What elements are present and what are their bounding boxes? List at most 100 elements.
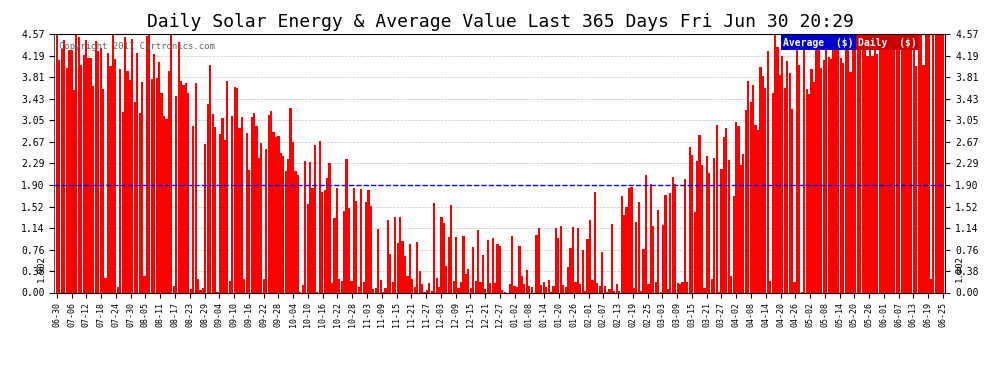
Bar bbox=[202, 288, 204, 292]
Bar bbox=[869, 34, 871, 292]
Bar bbox=[744, 110, 746, 292]
Bar bbox=[699, 135, 701, 292]
Bar bbox=[97, 51, 99, 292]
Bar bbox=[662, 225, 664, 292]
Bar bbox=[148, 34, 150, 292]
Bar bbox=[341, 281, 343, 292]
Bar bbox=[604, 286, 606, 292]
Bar bbox=[649, 184, 652, 292]
Bar bbox=[270, 111, 272, 292]
Bar bbox=[925, 34, 927, 292]
Bar bbox=[679, 284, 681, 292]
Bar bbox=[414, 287, 416, 292]
Bar bbox=[362, 282, 364, 292]
Bar bbox=[901, 34, 903, 292]
Bar bbox=[272, 132, 274, 292]
Bar bbox=[129, 80, 131, 292]
Bar bbox=[260, 143, 262, 292]
Bar bbox=[562, 285, 564, 292]
Bar bbox=[234, 87, 236, 292]
Bar bbox=[567, 267, 569, 292]
Bar bbox=[903, 34, 905, 292]
Bar bbox=[708, 172, 711, 292]
Bar bbox=[284, 171, 287, 292]
Bar bbox=[703, 288, 706, 292]
Bar bbox=[577, 228, 579, 292]
Bar bbox=[856, 34, 859, 292]
Bar bbox=[187, 93, 189, 292]
Bar bbox=[87, 58, 90, 292]
Bar bbox=[150, 79, 152, 292]
Bar bbox=[631, 187, 633, 292]
Bar bbox=[197, 279, 199, 292]
Bar bbox=[706, 156, 708, 292]
Bar bbox=[431, 291, 433, 292]
Bar bbox=[177, 42, 180, 292]
Bar bbox=[523, 284, 526, 292]
Bar bbox=[267, 114, 269, 292]
Bar bbox=[816, 34, 818, 292]
Bar bbox=[930, 279, 932, 292]
Bar bbox=[352, 188, 355, 292]
Bar bbox=[496, 244, 499, 292]
Bar bbox=[134, 102, 136, 292]
Bar bbox=[90, 58, 92, 292]
Bar bbox=[923, 65, 925, 292]
Bar bbox=[514, 286, 516, 292]
Bar bbox=[172, 286, 175, 292]
Bar bbox=[494, 283, 496, 292]
Bar bbox=[574, 282, 576, 292]
Bar bbox=[838, 34, 840, 292]
Bar bbox=[262, 279, 265, 292]
Bar bbox=[477, 230, 479, 292]
Bar bbox=[321, 192, 324, 292]
Bar bbox=[674, 184, 676, 292]
Bar bbox=[833, 34, 835, 292]
Bar bbox=[547, 280, 549, 292]
Bar bbox=[484, 289, 486, 292]
Bar bbox=[434, 203, 436, 292]
Bar bbox=[489, 283, 491, 292]
Bar bbox=[786, 61, 788, 292]
Bar bbox=[654, 282, 656, 292]
Bar bbox=[747, 81, 749, 292]
Bar bbox=[404, 256, 406, 292]
Bar bbox=[474, 281, 477, 292]
Bar bbox=[861, 34, 863, 292]
Bar bbox=[938, 34, 940, 292]
Bar bbox=[711, 279, 713, 292]
Bar bbox=[253, 113, 255, 292]
Bar bbox=[844, 34, 846, 292]
Bar bbox=[859, 34, 861, 292]
Bar bbox=[883, 34, 886, 292]
Bar bbox=[82, 55, 85, 292]
Bar bbox=[255, 126, 257, 292]
Bar bbox=[828, 57, 830, 292]
Bar bbox=[779, 75, 781, 292]
Bar bbox=[847, 34, 849, 292]
Bar bbox=[297, 176, 299, 292]
Bar bbox=[372, 289, 374, 292]
Bar bbox=[644, 175, 647, 292]
Bar bbox=[776, 47, 778, 292]
Bar bbox=[564, 287, 566, 292]
Bar bbox=[811, 69, 813, 292]
Bar bbox=[122, 112, 124, 292]
Bar bbox=[132, 39, 134, 292]
Bar bbox=[616, 284, 618, 292]
Bar bbox=[402, 241, 404, 292]
Bar bbox=[781, 56, 783, 292]
Bar bbox=[851, 34, 854, 292]
Bar bbox=[280, 153, 282, 292]
Bar bbox=[886, 40, 888, 292]
Bar bbox=[450, 205, 452, 292]
Bar bbox=[482, 255, 484, 292]
Bar bbox=[742, 154, 744, 292]
Bar bbox=[209, 65, 211, 292]
Bar bbox=[460, 282, 462, 292]
Bar bbox=[241, 117, 243, 292]
Bar bbox=[554, 228, 557, 292]
Bar bbox=[329, 163, 331, 292]
Bar bbox=[163, 116, 165, 292]
Bar bbox=[392, 282, 394, 292]
